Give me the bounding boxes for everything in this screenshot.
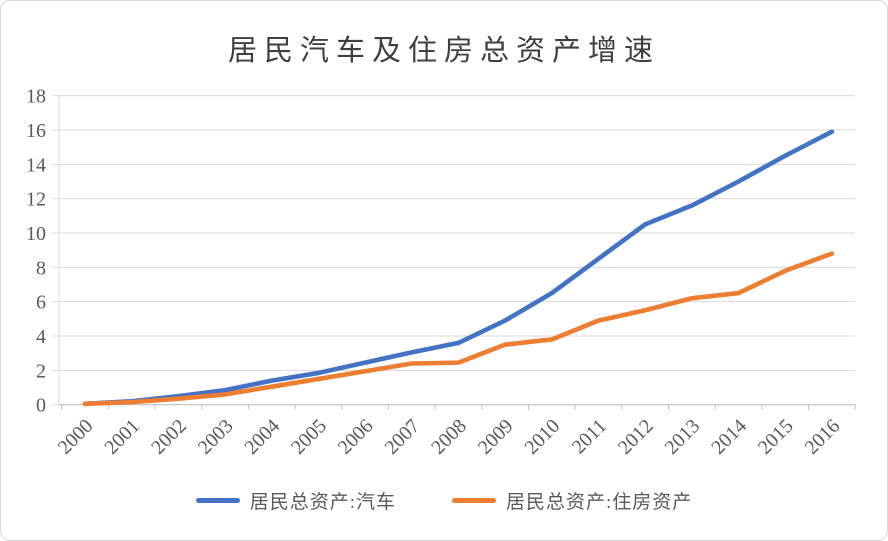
car-series-swatch xyxy=(195,497,240,503)
y-axis-label: 10 xyxy=(26,223,46,245)
legend: 居民总资产:汽车 居民总资产:住房资产 xyxy=(1,485,887,515)
x-axis-label: 2001 xyxy=(100,415,144,459)
x-axis-label: 2002 xyxy=(147,415,191,459)
housing-series-swatch xyxy=(452,497,496,503)
car-series-line xyxy=(82,129,835,407)
x-axis-label: 2000 xyxy=(54,415,98,459)
y-axis-label: 8 xyxy=(36,257,46,279)
y-axis-label: 2 xyxy=(36,360,46,382)
x-axis-label: 2006 xyxy=(334,415,378,459)
y-axis-label: 12 xyxy=(26,189,46,211)
chart-title: 居民汽车及住房总资产增速 xyxy=(227,35,660,67)
x-axis-label: 2008 xyxy=(427,415,471,459)
housing-series-label: 居民总资产:住房资产 xyxy=(506,491,693,513)
x-axis-label: 2014 xyxy=(707,415,751,459)
x-axis-label: 2015 xyxy=(754,415,798,459)
x-axis-label: 2009 xyxy=(474,415,518,459)
housing-series-line xyxy=(82,251,835,407)
x-axis-label: 2010 xyxy=(520,415,564,459)
y-axis-label: 4 xyxy=(36,326,46,348)
x-axis-label: 2005 xyxy=(287,415,331,459)
legend-item-car: 居民总资产:汽车 xyxy=(195,487,396,514)
y-axis-label: 14 xyxy=(26,154,46,176)
y-axis-label: 0 xyxy=(36,395,46,417)
x-axis-label: 2011 xyxy=(568,415,611,458)
x-axis-label: 2003 xyxy=(194,415,238,459)
x-axis-label: 2004 xyxy=(240,415,284,459)
x-axis-label: 2007 xyxy=(380,415,424,459)
x-axis-label: 2012 xyxy=(614,415,658,459)
car-series-label: 居民总资产:汽车 xyxy=(249,491,396,513)
y-axis-label: 16 xyxy=(26,120,46,142)
x-axis-label: 2013 xyxy=(661,415,705,459)
y-axis-label: 6 xyxy=(36,292,46,314)
legend-item-housing: 居民总资产:住房资产 xyxy=(452,487,692,514)
y-axis-label: 18 xyxy=(26,86,46,108)
x-axis-label: 2016 xyxy=(801,415,845,459)
